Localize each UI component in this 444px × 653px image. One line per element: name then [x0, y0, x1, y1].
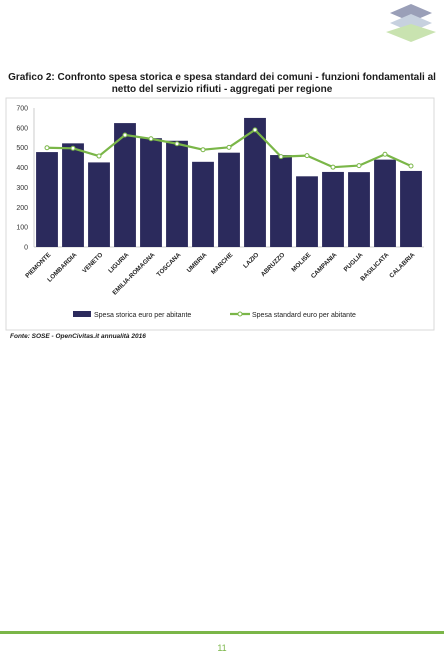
bar [348, 172, 370, 247]
legend: Spesa storica euro per abitante Spesa sta… [73, 311, 356, 319]
bar [218, 152, 240, 247]
line-series [44, 127, 414, 170]
bar [166, 140, 188, 247]
legend-label-standard: Spesa standard euro per abitante [252, 312, 356, 319]
bar [114, 123, 136, 247]
line-point [226, 144, 232, 150]
bar [140, 138, 162, 247]
line-point [356, 163, 362, 169]
bar-series [36, 117, 422, 247]
bar [322, 171, 344, 247]
bar [270, 155, 292, 247]
chart-title: Grafico 2: Confronto spesa storica e spe… [6, 72, 438, 96]
bar [244, 117, 266, 247]
legend-swatch-point [237, 311, 243, 317]
y-tick-label: 0 [24, 245, 28, 252]
page-number: 11 [217, 643, 227, 653]
bar [374, 159, 396, 247]
y-tick-label: 100 [16, 225, 28, 232]
line-point [148, 136, 154, 142]
legend-swatch-bar [73, 311, 91, 317]
chart-title-line-2: netto del servizio rifiuti - aggregati p… [111, 84, 333, 95]
bar [192, 161, 214, 247]
line-point [382, 151, 388, 157]
y-tick-label: 700 [16, 106, 28, 113]
line-point [200, 147, 206, 153]
y-tick-label: 200 [16, 205, 28, 212]
line-point [70, 145, 76, 151]
y-tick-label: 300 [16, 185, 28, 192]
line-point [304, 153, 310, 159]
source-note: Fonte: SOSE - OpenCivitas.it annualità 2… [10, 333, 146, 340]
bar [36, 152, 58, 247]
line-point [252, 127, 258, 133]
line-point [44, 145, 50, 151]
y-tick-label: 500 [16, 145, 28, 152]
bar [62, 143, 84, 247]
bar [296, 176, 318, 247]
y-tick-label: 400 [16, 165, 28, 172]
line-point [278, 154, 284, 160]
stacked-squares-logo-icon [386, 4, 436, 42]
line-point [122, 132, 128, 138]
y-tick-labels: 0 100 200 300 400 500 600 700 [16, 106, 28, 252]
line-point [408, 163, 414, 169]
line-point [96, 153, 102, 159]
chart-title-line-1: Grafico 2: Confronto spesa storica e spe… [8, 72, 436, 83]
line-point [330, 164, 336, 170]
legend-label-storica: Spesa storica euro per abitante [94, 312, 191, 319]
line-point [174, 141, 180, 147]
bar [88, 162, 110, 247]
footer-rule [0, 631, 444, 634]
y-tick-label: 600 [16, 125, 28, 132]
bar [400, 170, 422, 247]
